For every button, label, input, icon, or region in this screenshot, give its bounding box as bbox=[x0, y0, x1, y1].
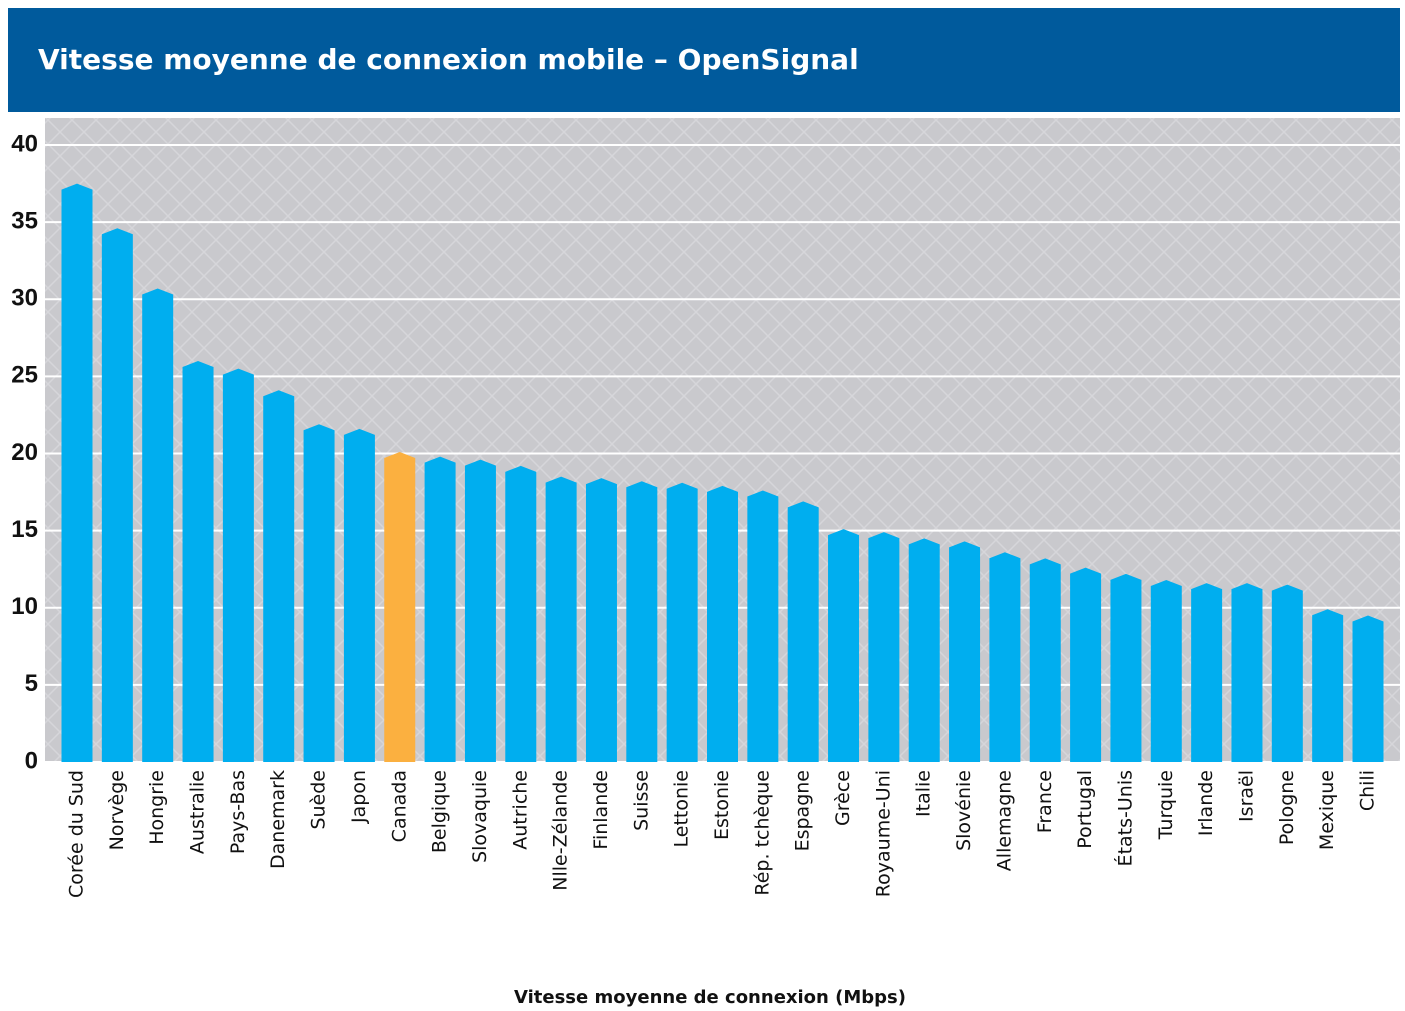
bar bbox=[424, 456, 456, 762]
bar bbox=[1231, 583, 1263, 762]
bar bbox=[666, 482, 698, 762]
bar bbox=[1271, 584, 1303, 762]
y-tick-label: 20 bbox=[11, 439, 38, 466]
bar bbox=[1312, 609, 1344, 762]
x-tick-label: Nlle-Zélande bbox=[550, 770, 572, 891]
x-tick-label: Belgique bbox=[429, 770, 451, 853]
chart-title: Vitesse moyenne de connexion mobile – Op… bbox=[38, 43, 859, 76]
y-tick-label: 10 bbox=[11, 593, 38, 620]
header bbox=[8, 8, 1400, 112]
x-tick-label: Mexique bbox=[1316, 770, 1338, 850]
bar bbox=[1352, 615, 1384, 762]
x-tick-label: Pays-Bas bbox=[227, 770, 249, 854]
y-tick-label: 0 bbox=[25, 747, 38, 774]
x-tick-label: Australie bbox=[187, 770, 209, 854]
x-tick-label: Royaume-Uni bbox=[872, 770, 894, 897]
x-tick-label: Hongrie bbox=[146, 770, 168, 845]
bar bbox=[989, 552, 1021, 762]
x-tick-label: Espagne bbox=[792, 770, 814, 851]
bar bbox=[908, 538, 940, 762]
x-tick-label: Rép. tchèque bbox=[751, 770, 773, 896]
bar bbox=[384, 451, 416, 762]
bar bbox=[949, 541, 981, 762]
bar bbox=[585, 478, 617, 762]
x-tick-label: Autriche bbox=[509, 770, 531, 850]
x-tick-label: Italie bbox=[913, 770, 935, 817]
bar bbox=[828, 529, 860, 762]
x-tick-label: Corée du Sud bbox=[66, 770, 88, 898]
x-tick-label: Canada bbox=[388, 770, 410, 842]
bar bbox=[1150, 579, 1182, 762]
x-tick-label: États-Unis bbox=[1113, 770, 1136, 866]
bar bbox=[61, 183, 93, 762]
x-tick-label: France bbox=[1034, 770, 1056, 833]
x-tick-label: Pologne bbox=[1276, 770, 1298, 845]
x-tick-label: Danemark bbox=[267, 770, 289, 869]
bar bbox=[263, 390, 295, 762]
bar bbox=[1110, 573, 1142, 762]
x-tick-label: Grèce bbox=[832, 770, 854, 826]
bar bbox=[747, 490, 779, 762]
bar bbox=[343, 428, 375, 762]
y-tick-label: 40 bbox=[11, 130, 38, 157]
bar bbox=[1029, 558, 1061, 762]
bar bbox=[1070, 567, 1102, 762]
y-tick-label: 5 bbox=[25, 670, 38, 697]
bar bbox=[222, 368, 254, 762]
x-axis-label: Vitesse moyenne de connexion (Mbps) bbox=[514, 987, 906, 1008]
x-tick-label: Estonie bbox=[711, 770, 733, 840]
y-tick-label: 35 bbox=[11, 207, 38, 234]
x-tick-label: Japon bbox=[348, 770, 370, 824]
bar bbox=[182, 360, 214, 762]
x-tick-label: Portugal bbox=[1074, 770, 1096, 849]
y-tick-label: 25 bbox=[11, 362, 38, 389]
x-tick-label: Suisse bbox=[630, 770, 652, 831]
bar bbox=[142, 288, 174, 762]
x-tick-label: Suède bbox=[308, 770, 330, 830]
bar bbox=[1191, 583, 1223, 762]
x-tick-label: Turquie bbox=[1155, 770, 1177, 840]
bar bbox=[868, 532, 900, 762]
x-tick-label: Allemagne bbox=[993, 770, 1015, 871]
x-tick-label: Finlande bbox=[590, 770, 612, 850]
y-tick-label: 30 bbox=[11, 285, 38, 312]
bar bbox=[101, 228, 133, 763]
y-tick-label: 15 bbox=[11, 516, 38, 543]
x-tick-label: Slovénie bbox=[953, 770, 975, 851]
x-tick-label: Irlande bbox=[1195, 770, 1217, 836]
bar bbox=[303, 424, 335, 762]
bar bbox=[787, 501, 819, 762]
bar bbox=[626, 481, 658, 762]
x-tick-label: Norvège bbox=[106, 770, 128, 850]
x-tick-label: Chili bbox=[1357, 770, 1379, 811]
bar bbox=[505, 465, 537, 762]
x-tick-label: Israël bbox=[1235, 770, 1257, 822]
x-tick-label: Lettonie bbox=[671, 770, 693, 847]
bar bbox=[707, 485, 738, 762]
x-tick-label: Slovaquie bbox=[469, 770, 491, 863]
bar bbox=[464, 459, 496, 762]
bar bbox=[545, 476, 577, 762]
